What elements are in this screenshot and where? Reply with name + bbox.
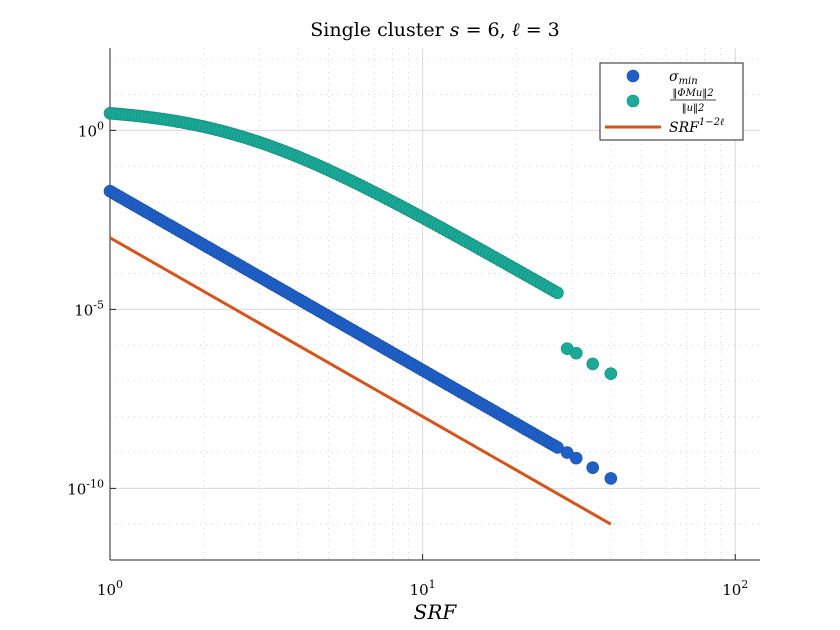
plot-area	[103, 106, 618, 526]
sigma-min-points	[103, 184, 618, 485]
y-tick-label-2: 100	[78, 119, 104, 140]
x-tick-label-0: 100	[97, 578, 123, 599]
tick-labels: 100 101 102 10-10 10-5 100	[67, 119, 748, 599]
x-tick-label-2: 102	[722, 578, 748, 599]
legend-label-ratio-denominator: ‖u‖2	[682, 103, 705, 114]
ratio-points	[103, 106, 618, 380]
sigma-min-point	[586, 461, 600, 474]
legend: σmin ‖ΦMu‖2 ‖u‖2 SRF1−2ℓ	[599, 62, 744, 141]
legend-marker-ratio	[626, 94, 640, 108]
axes	[109, 48, 760, 561]
ratio-point	[604, 367, 618, 380]
legend-label-srf: SRF1−2ℓ	[669, 117, 724, 136]
x-axis-label: SRF	[414, 600, 458, 624]
srf-reference-line	[109, 236, 612, 526]
sigma-min-point	[569, 451, 583, 465]
sigma-min-point	[551, 441, 564, 454]
chart-title: Single cluster s = 6, ℓ = 3	[310, 19, 560, 41]
legend-label-sigma-min: σmin	[669, 69, 698, 87]
legend-marker-sigma-min	[626, 69, 640, 83]
ratio-point	[586, 357, 600, 371]
ratio-point	[569, 346, 583, 360]
ratio-point	[551, 286, 564, 300]
sigma-min-point	[560, 446, 574, 459]
sigma-min-point	[604, 472, 618, 485]
legend-label-ratio-numerator: ‖ΦMu‖2	[672, 88, 713, 99]
x-tick-label-1: 101	[410, 578, 436, 599]
y-tick-label-1: 10-5	[74, 298, 104, 319]
y-tick-label-0: 10-10	[67, 477, 104, 498]
